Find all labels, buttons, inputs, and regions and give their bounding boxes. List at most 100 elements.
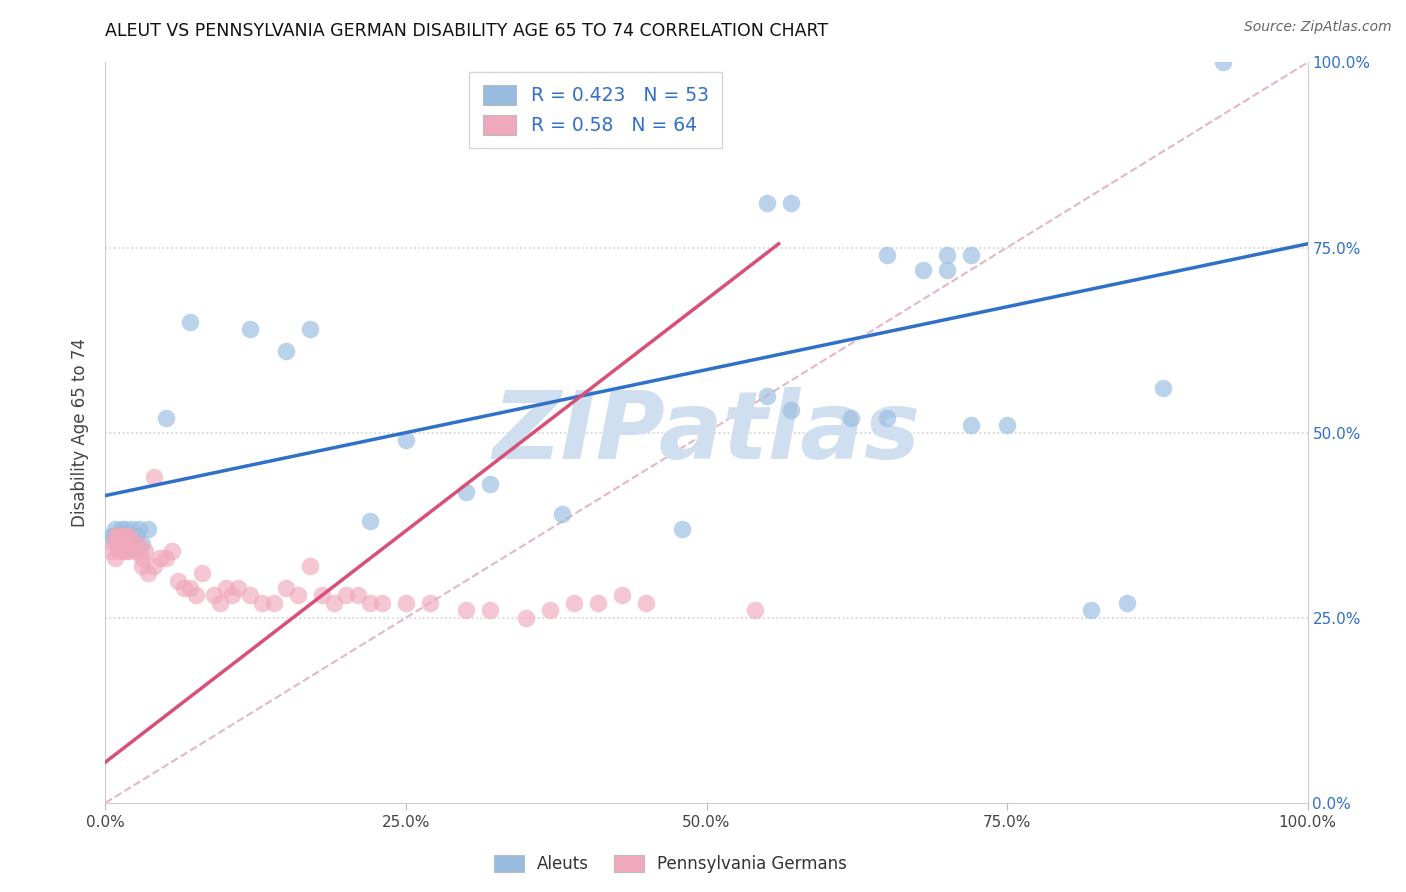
Point (100, 529, 122, 543)
Point (239, 322, 262, 336)
Point (124, 529, 146, 543)
Point (479, 477, 502, 491)
Point (105, 529, 128, 543)
Point (107, 544, 129, 558)
Point (100, 544, 122, 558)
Point (136, 522, 159, 536)
Point (110, 529, 132, 543)
Point (115, 529, 138, 543)
Point (359, 596, 381, 610)
Point (112, 537, 135, 551)
Point (131, 537, 153, 551)
Point (107, 537, 129, 551)
Point (960, 418, 983, 433)
Point (371, 596, 394, 610)
Point (112, 544, 135, 558)
Point (118, 544, 141, 558)
Point (298, 558, 321, 573)
Point (108, 529, 131, 543)
Point (155, 410, 177, 425)
Point (136, 566, 159, 581)
Point (110, 537, 132, 551)
Point (395, 596, 418, 610)
Point (107, 529, 129, 543)
Legend: Aleuts, Pennsylvania Germans: Aleuts, Pennsylvania Germans (486, 848, 853, 880)
Point (179, 315, 201, 329)
Point (142, 558, 165, 573)
Point (876, 248, 898, 262)
Point (515, 611, 537, 625)
Point (755, 196, 778, 211)
Point (118, 529, 141, 543)
Point (1116, 596, 1139, 610)
Point (995, 418, 1018, 433)
Point (104, 522, 127, 536)
Point (128, 522, 150, 536)
Point (239, 589, 262, 603)
Point (208, 596, 231, 610)
Point (936, 248, 959, 262)
Point (744, 603, 766, 617)
Point (221, 589, 243, 603)
Point (839, 410, 862, 425)
Text: Source: ZipAtlas.com: Source: ZipAtlas.com (1244, 20, 1392, 34)
Point (755, 389, 778, 403)
Point (960, 248, 983, 262)
Point (117, 537, 139, 551)
Point (107, 529, 129, 543)
Text: ZIPatlas: ZIPatlas (492, 386, 921, 479)
Point (322, 596, 344, 610)
Point (179, 581, 201, 595)
Point (347, 589, 370, 603)
Point (104, 551, 127, 566)
Point (114, 537, 136, 551)
Point (166, 574, 188, 588)
Point (250, 596, 273, 610)
Point (173, 581, 195, 595)
Point (127, 537, 149, 551)
Point (876, 410, 898, 425)
Point (142, 470, 165, 484)
Point (274, 344, 297, 359)
Point (103, 529, 125, 543)
Point (287, 589, 309, 603)
Point (112, 529, 135, 543)
Point (124, 544, 146, 558)
Point (263, 596, 285, 610)
Point (148, 551, 170, 566)
Point (588, 596, 610, 610)
Point (190, 566, 212, 581)
Point (118, 529, 141, 543)
Point (298, 322, 321, 336)
Point (311, 589, 333, 603)
Point (202, 589, 225, 603)
Point (419, 596, 441, 610)
Point (779, 196, 801, 211)
Point (454, 484, 477, 499)
Point (551, 507, 574, 521)
Point (454, 603, 477, 617)
Point (779, 403, 801, 417)
Point (1152, 381, 1174, 395)
Point (1212, 55, 1234, 70)
Text: ALEUT VS PENNSYLVANIA GERMAN DISABILITY AGE 65 TO 74 CORRELATION CHART: ALEUT VS PENNSYLVANIA GERMAN DISABILITY … (105, 22, 828, 40)
Point (115, 544, 138, 558)
Point (134, 544, 156, 558)
Point (131, 558, 153, 573)
Point (671, 522, 693, 536)
Point (103, 537, 125, 551)
Point (479, 603, 502, 617)
Point (108, 529, 131, 543)
Point (128, 544, 150, 558)
Point (636, 596, 658, 610)
Point (562, 596, 585, 610)
Point (359, 515, 381, 529)
Point (107, 537, 129, 551)
Point (395, 433, 418, 447)
Point (612, 589, 634, 603)
Point (115, 529, 138, 543)
Point (538, 603, 561, 617)
Point (121, 522, 143, 536)
Point (121, 537, 143, 551)
Point (1080, 603, 1102, 617)
